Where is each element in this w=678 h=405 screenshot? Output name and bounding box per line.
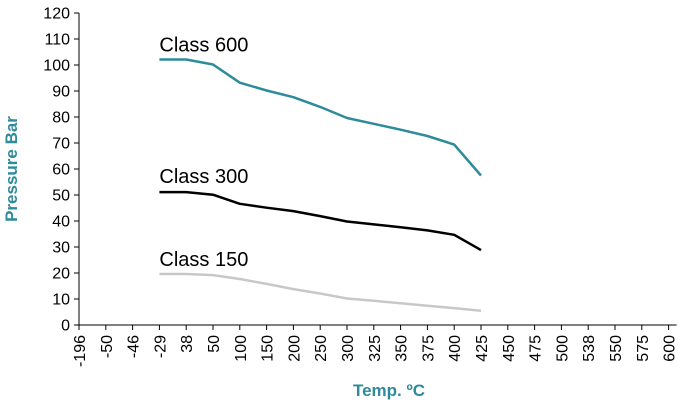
x-tick-label: 100 [233, 335, 250, 362]
series-line-class-150 [159, 272, 482, 312]
y-tick-label: 80 [52, 110, 70, 127]
x-tick-label: 300 [340, 335, 357, 362]
y-axis-title: Pressure Bar [2, 116, 21, 222]
x-tick-label: -196 [72, 335, 89, 367]
y-tick-label: 30 [52, 240, 70, 257]
y-tick-label: 20 [52, 266, 70, 283]
plot-area: 0 10 20 30 40 50 60 70 80 90 100 110 120 -196 -50 -46 -2… [43, 6, 678, 368]
y-tick-label: 70 [52, 136, 70, 153]
x-tick-label: 150 [260, 335, 277, 362]
x-tick-label: 475 [528, 335, 545, 362]
y-tick-label: 50 [52, 188, 70, 205]
x-tick-label: 325 [367, 335, 384, 362]
x-tick-label: 550 [608, 335, 625, 362]
x-tick-label: -29 [152, 335, 169, 358]
x-tick-label: 538 [581, 335, 598, 362]
series-line-class-300 [159, 190, 482, 252]
x-tick-label: -50 [99, 335, 116, 358]
y-tick-label: 120 [43, 6, 70, 23]
y-tick-label: 100 [43, 58, 70, 75]
series-line-class-600 [159, 58, 482, 177]
x-tick-label: 200 [286, 335, 303, 362]
x-tick-label: -46 [126, 335, 143, 358]
y-tick-label: 90 [52, 84, 70, 101]
x-tick-label: 38 [179, 335, 196, 353]
x-tick-label: 50 [206, 335, 223, 353]
y-tick-label: 110 [44, 32, 70, 49]
x-tick-label: 400 [447, 335, 464, 362]
series-label-class-300: Class 300 [159, 166, 248, 188]
y-tick-label: 60 [52, 162, 70, 179]
x-tick-label: 450 [501, 335, 518, 362]
x-tick-label: 425 [474, 335, 491, 362]
x-tick-label: 375 [420, 335, 437, 362]
x-tick-label: 350 [394, 335, 411, 362]
y-tick-label: 0 [61, 318, 70, 335]
x-tick-label: 600 [662, 335, 678, 362]
x-tick-label: 250 [313, 335, 330, 362]
x-tick-label: 500 [554, 335, 571, 362]
series-label-class-600: Class 600 [159, 35, 248, 57]
y-tick-label: 10 [52, 292, 70, 309]
series-label-class-150: Class 150 [159, 249, 248, 271]
x-tick-label: 575 [635, 335, 652, 362]
x-axis-title: Temp. ºC [353, 381, 425, 400]
y-tick-label: 40 [52, 214, 70, 231]
